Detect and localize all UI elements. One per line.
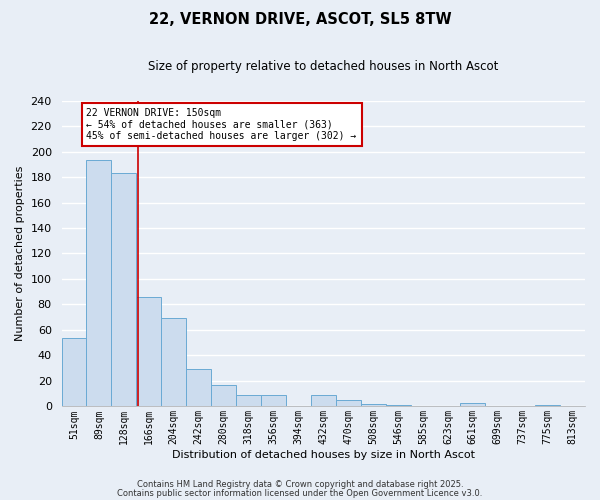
Bar	[261, 395, 286, 406]
Bar	[336, 400, 361, 406]
Text: 22, VERNON DRIVE, ASCOT, SL5 8TW: 22, VERNON DRIVE, ASCOT, SL5 8TW	[149, 12, 451, 28]
Bar	[535, 405, 560, 406]
Text: 22 VERNON DRIVE: 150sqm
← 54% of detached houses are smaller (363)
45% of semi-d: 22 VERNON DRIVE: 150sqm ← 54% of detache…	[86, 108, 357, 142]
Y-axis label: Number of detached properties: Number of detached properties	[15, 166, 25, 341]
Bar	[386, 405, 410, 406]
Bar	[62, 338, 86, 406]
Text: Contains public sector information licensed under the Open Government Licence v3: Contains public sector information licen…	[118, 488, 482, 498]
Bar	[161, 318, 186, 406]
Bar	[361, 404, 386, 406]
Bar	[236, 395, 261, 406]
Bar	[211, 385, 236, 406]
X-axis label: Distribution of detached houses by size in North Ascot: Distribution of detached houses by size …	[172, 450, 475, 460]
Bar	[86, 160, 112, 406]
Bar	[112, 173, 136, 406]
Text: Contains HM Land Registry data © Crown copyright and database right 2025.: Contains HM Land Registry data © Crown c…	[137, 480, 463, 489]
Bar	[311, 395, 336, 406]
Bar	[136, 297, 161, 406]
Bar	[186, 370, 211, 406]
Title: Size of property relative to detached houses in North Ascot: Size of property relative to detached ho…	[148, 60, 499, 73]
Bar	[460, 402, 485, 406]
